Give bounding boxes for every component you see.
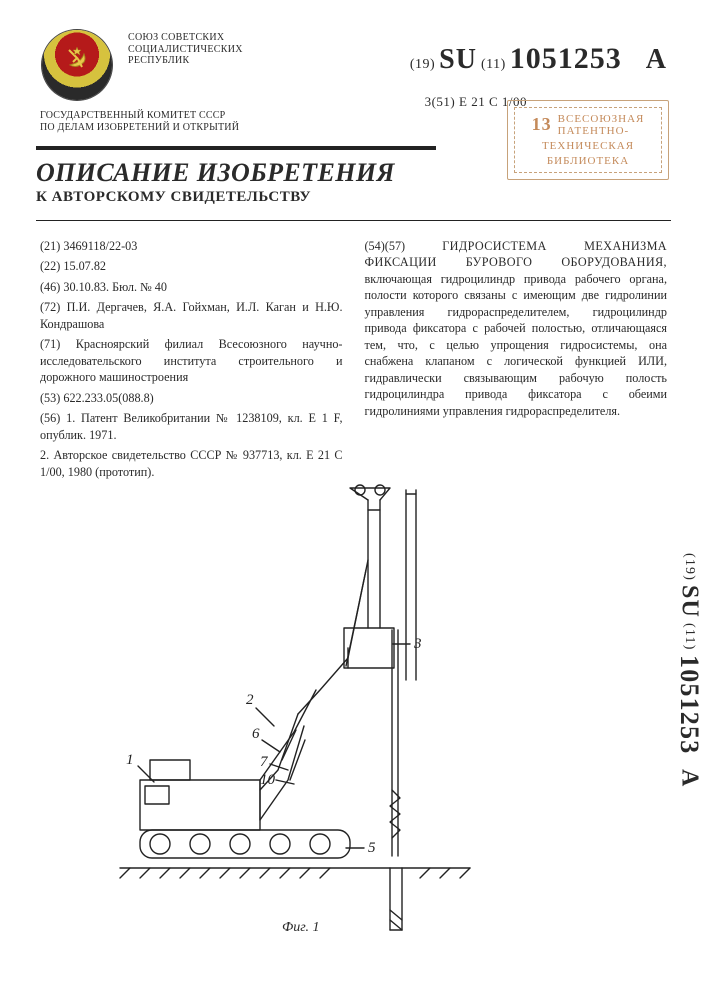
svg-text:2: 2: [246, 692, 254, 708]
title-sub: К АВТОРСКОМУ СВИДЕТЕЛЬСТВУ: [36, 189, 476, 206]
abstract-body: включающая гидроцилиндр привода рабочего…: [365, 272, 668, 418]
figure-label: Фиг. 1: [282, 920, 320, 936]
side-mid: (11): [681, 623, 697, 651]
drilling-rig-drawing: 1 2 3 5 6 7 10: [110, 480, 530, 940]
svg-text:7: 7: [260, 754, 269, 770]
abstract-code: (54)(57): [365, 239, 406, 253]
pub-country: SU: [439, 44, 477, 75]
committee-name: ГОСУДАРСТВЕННЫЙ КОМИТЕТ СССР ПО ДЕЛАМ ИЗ…: [40, 110, 330, 133]
stamp-line1: ВСЕСОЮЗНАЯ: [558, 113, 645, 125]
left-column: (21) 3469118/22-03 (22) 15.07.82 (46) 30…: [40, 238, 343, 484]
header-rule: [36, 146, 436, 150]
svg-text:5: 5: [368, 840, 376, 856]
side-cc: SU: [676, 585, 703, 618]
stamp-line4: БИБЛИОТЕКА: [547, 155, 629, 167]
stamp-number: 13: [532, 114, 552, 135]
ussr-emblem-icon: [42, 30, 112, 100]
union-name: СОЮЗ СОВЕТСКИХ СОЦИАЛИСТИЧЕСКИХ РЕСПУБЛИ…: [128, 32, 308, 67]
text-columns: (21) 3469118/22-03 (22) 15.07.82 (46) 30…: [40, 238, 667, 484]
title-main: ОПИСАНИЕ ИЗОБРЕТЕНИЯ: [36, 158, 476, 188]
svg-text:1: 1: [126, 752, 134, 768]
pub-number: 1051253: [510, 42, 622, 75]
patent-page: СОЮЗ СОВЕТСКИХ СОЦИАЛИСТИЧЕСКИХ РЕСПУБЛИ…: [0, 0, 707, 1000]
field-53: (53) 622.233.05(088.8): [40, 390, 343, 406]
svg-text:6: 6: [252, 726, 260, 742]
field-21: (21) 3469118/22-03: [40, 238, 343, 254]
stamp-line2: ПАТЕНТНО-: [558, 125, 645, 137]
field-22: (22) 15.07.82: [40, 258, 343, 274]
class-prefix: 3(51): [425, 94, 456, 109]
field-71: (71) Красноярский филиал Всесоюзного нау…: [40, 336, 343, 385]
field-56a: (56) 1. Патент Великобритании № 1238109,…: [40, 410, 343, 443]
document-title-block: ОПИСАНИЕ ИЗОБРЕТЕНИЯ К АВТОРСКОМУ СВИДЕТ…: [36, 158, 476, 206]
pub-mid: (11): [481, 57, 506, 72]
figure-1: 1 2 3 5 6 7 10 Фиг. 1: [110, 480, 530, 940]
stamp-line3: ТЕХНИЧЕСКАЯ: [542, 140, 634, 152]
side-publication-code: (19) SU (11) 1051253 A: [677, 480, 701, 860]
publication-code: (19) SU (11) 1051253 A: [410, 42, 667, 76]
field-46: (46) 30.10.83. Бюл. № 40: [40, 279, 343, 295]
abstract: (54)(57) ГИДРОСИСТЕМА МЕХАНИЗМА ФИКСАЦИИ…: [365, 238, 668, 419]
side-prefix: (19): [681, 553, 697, 581]
field-56b: 2. Авторское свидетельство СССР № 937713…: [40, 447, 343, 480]
title-rule: [36, 220, 671, 221]
library-stamp: 13 ВСЕСОЮЗНАЯ ПАТЕНТНО- ТЕХНИЧЕСКАЯ БИБЛ…: [507, 100, 669, 180]
side-kind: A: [676, 769, 703, 788]
svg-text:3: 3: [413, 636, 422, 652]
side-number: 1051253: [674, 655, 704, 754]
svg-text:10: 10: [260, 772, 276, 788]
pub-prefix: (19): [410, 57, 435, 72]
hammer-sickle-icon: [64, 45, 90, 71]
pub-kind: A: [646, 44, 667, 75]
right-column: (54)(57) ГИДРОСИСТЕМА МЕХАНИЗМА ФИКСАЦИИ…: [365, 238, 668, 484]
field-72: (72) П.И. Дергачев, Я.А. Гойхман, И.Л. К…: [40, 299, 343, 332]
abstract-title: ГИДРОСИСТЕМА МЕХАНИЗМА ФИКСАЦИИ БУРОВОГО…: [365, 239, 668, 269]
